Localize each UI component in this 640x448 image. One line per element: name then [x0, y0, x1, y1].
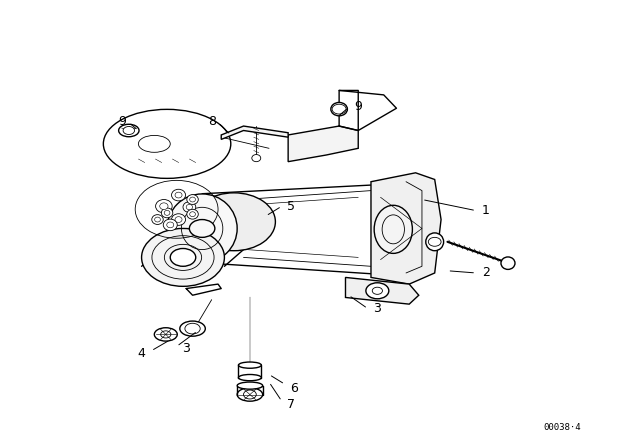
Ellipse shape: [141, 228, 225, 286]
Polygon shape: [221, 126, 288, 139]
Ellipse shape: [167, 194, 237, 263]
Ellipse shape: [155, 217, 161, 222]
Text: 7: 7: [287, 398, 295, 411]
Ellipse shape: [167, 222, 173, 228]
Circle shape: [428, 237, 441, 246]
Ellipse shape: [237, 382, 262, 389]
Text: 2: 2: [482, 267, 490, 280]
Circle shape: [123, 126, 134, 134]
Ellipse shape: [189, 212, 195, 217]
Ellipse shape: [239, 362, 261, 368]
Ellipse shape: [103, 109, 231, 178]
Ellipse shape: [237, 388, 262, 401]
Ellipse shape: [183, 202, 196, 212]
Text: 1: 1: [482, 204, 490, 217]
Circle shape: [185, 323, 200, 334]
Ellipse shape: [160, 203, 168, 210]
Circle shape: [170, 249, 196, 266]
Ellipse shape: [374, 205, 412, 254]
Ellipse shape: [252, 155, 260, 162]
Circle shape: [332, 104, 346, 114]
Polygon shape: [346, 277, 419, 304]
Ellipse shape: [187, 194, 198, 204]
Text: 6: 6: [291, 382, 298, 395]
Ellipse shape: [138, 135, 170, 152]
Ellipse shape: [501, 257, 515, 269]
Ellipse shape: [426, 233, 444, 251]
Text: 00038·4: 00038·4: [543, 423, 581, 432]
Text: 8: 8: [207, 115, 216, 128]
Ellipse shape: [172, 189, 186, 201]
Circle shape: [189, 220, 215, 237]
Text: 5: 5: [287, 200, 295, 213]
Ellipse shape: [187, 209, 198, 219]
Circle shape: [161, 331, 171, 338]
Ellipse shape: [331, 103, 348, 116]
Ellipse shape: [163, 219, 177, 231]
Ellipse shape: [193, 193, 275, 251]
Ellipse shape: [239, 375, 261, 381]
Text: 9: 9: [118, 115, 126, 128]
Ellipse shape: [189, 197, 195, 202]
Ellipse shape: [164, 211, 170, 215]
Circle shape: [366, 283, 389, 299]
Text: 4: 4: [138, 347, 145, 360]
Ellipse shape: [172, 214, 186, 225]
Ellipse shape: [161, 208, 173, 218]
Ellipse shape: [156, 199, 172, 213]
Circle shape: [244, 390, 256, 399]
Ellipse shape: [154, 328, 177, 341]
Ellipse shape: [118, 124, 139, 137]
Ellipse shape: [180, 321, 205, 336]
Ellipse shape: [152, 215, 163, 224]
Text: 9: 9: [355, 99, 362, 112]
Polygon shape: [371, 173, 441, 284]
Text: 3: 3: [373, 302, 381, 315]
Circle shape: [372, 287, 383, 294]
Polygon shape: [288, 126, 358, 162]
Text: 3: 3: [182, 342, 190, 355]
Ellipse shape: [186, 204, 193, 210]
Ellipse shape: [175, 217, 182, 223]
Ellipse shape: [175, 192, 182, 198]
